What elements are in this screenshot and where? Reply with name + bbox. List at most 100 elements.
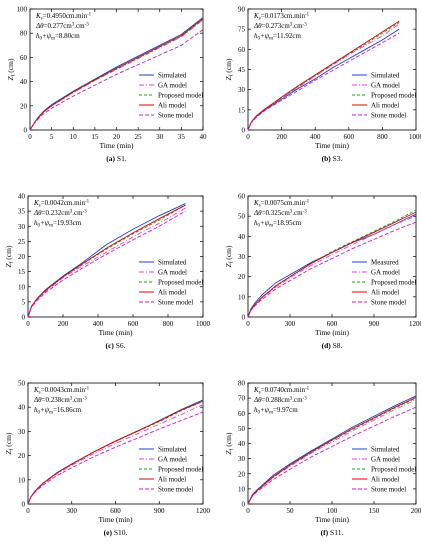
parameter-label: Ks=0.0740cm.min-1 <box>253 386 310 396</box>
series-line-ali-model <box>247 211 417 318</box>
x-tick-label: 0 <box>28 133 32 141</box>
series-line-ali-model <box>247 396 417 505</box>
legend-entry: Proposed model <box>158 279 203 287</box>
y-tick-label: 30 <box>238 86 246 94</box>
x-tick-label: 100 <box>327 507 338 515</box>
x-tick-label: 300 <box>67 507 78 515</box>
legend-entry: Stone model <box>371 486 406 494</box>
legend-entry: Stone model <box>371 112 406 120</box>
legend-entry: GA model <box>158 269 187 277</box>
y-tick-label: 30 <box>18 428 26 436</box>
x-tick-label: 200 <box>276 133 287 141</box>
x-tick-label: 0 <box>246 320 250 328</box>
legend-entry: GA model <box>158 82 187 90</box>
x-tick-label: 600 <box>110 507 121 515</box>
x-tick-label: 25 <box>135 133 143 141</box>
legend-entry: Ali model <box>371 476 399 484</box>
y-tick-label: 100 <box>17 6 28 14</box>
parameter-label: Δθ=0.273cm3.cm-3 <box>253 22 307 30</box>
y-tick-label: 10 <box>238 293 246 301</box>
y-tick-label: 60 <box>238 46 246 54</box>
y-axis-label: Zf (cm) <box>224 245 235 267</box>
x-tick-label: 600 <box>128 320 139 328</box>
caption-text: S10. <box>112 528 128 537</box>
y-tick-label: 80 <box>238 380 246 388</box>
chart-panel-3: 0 200 400 600 800 1000 0 5 10 15 20 25 30 35 40 Time (m… <box>4 193 211 351</box>
y-tick-label: 50 <box>238 425 246 433</box>
legend-entry: Ali model <box>371 102 399 110</box>
legend-entry: Proposed model <box>371 466 416 474</box>
parameter-label: Δθ=0.288cm3.cm-3 <box>253 396 307 404</box>
legend-entry: Ali model <box>158 289 186 297</box>
legend-entry: Simulated <box>158 446 187 454</box>
x-tick-label: 20 <box>113 133 121 141</box>
caption-id: (d) <box>322 341 332 350</box>
parameter-label: Ks=0.0042cm.min-1 <box>33 199 90 209</box>
parameter-label: Ks=0.0173cm.min-1 <box>253 12 310 22</box>
x-tick-label: 150 <box>369 507 380 515</box>
legend-entry: Simulated <box>371 446 400 454</box>
y-tick-label: 45 <box>238 66 246 74</box>
chart-panel-1: 0 5 10 15 20 25 30 35 40 0 20 40 60 80 100 Time (min) Zf… <box>6 6 207 164</box>
chart-panel-4: 0 300 600 900 1200 0 10 20 30 40 50 60 Time (min) Zf … <box>224 193 421 351</box>
panel-caption: (a) S1. <box>106 154 127 163</box>
caption-id: (e) <box>104 528 113 537</box>
x-tick-label: 0 <box>246 507 250 515</box>
series-line-ga-model <box>247 23 400 131</box>
series-line-stone-model <box>27 210 186 318</box>
x-axis-label: Time (min) <box>98 328 133 337</box>
legend-entry: Stone model <box>158 112 193 120</box>
y-tick-label: 90 <box>238 6 246 14</box>
caption-text: S8. <box>331 341 343 350</box>
y-axis-label: Zf (cm) <box>4 432 15 454</box>
legend-entry: Stone model <box>158 299 193 307</box>
series-line-stone-model <box>247 221 417 318</box>
y-tick-label: 30 <box>238 253 246 261</box>
y-tick-label: 20 <box>20 102 28 110</box>
x-tick-label: 1000 <box>196 320 211 328</box>
chart-panel-6: 0 50 100 150 200 0 10 20 30 40 50 60 70 80 Time (min) Z… <box>224 380 421 538</box>
legend-entry: Proposed model <box>371 92 416 100</box>
y-tick-label: 0 <box>242 501 246 509</box>
x-axis-label: Time (min) <box>315 141 350 150</box>
series-line-proposed-model <box>29 19 204 131</box>
legend-entry: Proposed model <box>158 466 203 474</box>
y-tick-label: 75 <box>238 26 246 34</box>
y-tick-label: 20 <box>18 253 26 261</box>
panel-caption: (c) S6. <box>106 341 126 350</box>
legend-entry: Simulated <box>158 72 187 80</box>
y-tick-label: 60 <box>20 54 28 62</box>
y-tick-label: 60 <box>238 193 246 201</box>
x-tick-label: 300 <box>285 320 296 328</box>
y-tick-label: 30 <box>18 223 26 231</box>
y-tick-label: 40 <box>18 404 26 412</box>
y-tick-label: 20 <box>18 452 26 460</box>
caption-text: S1. <box>115 154 127 163</box>
y-axis-label: Zf (cm) <box>224 58 235 80</box>
caption-id: (c) <box>106 341 115 350</box>
x-tick-label: 800 <box>163 320 174 328</box>
x-tick-label: 0 <box>246 133 250 141</box>
series-line-ali-model <box>27 400 204 505</box>
legend-entry: Simulated <box>158 259 187 267</box>
panel-caption: (d) S8. <box>322 341 343 350</box>
y-tick-label: 80 <box>20 30 28 38</box>
parameter-label: h0+ψm=9.97cm <box>254 406 298 416</box>
y-tick-label: 50 <box>18 380 26 388</box>
series-line-ga-model <box>27 207 186 318</box>
caption-text: S6. <box>114 341 126 350</box>
y-tick-label: 20 <box>238 470 246 478</box>
series-line-ali-model <box>247 20 400 131</box>
x-axis-label: Time (min) <box>98 515 133 524</box>
caption-id: (b) <box>322 154 332 163</box>
x-tick-label: 50 <box>287 507 295 515</box>
legend-entry: GA model <box>371 456 400 464</box>
y-tick-label: 0 <box>242 127 246 135</box>
parameter-label: Δθ=0.232cm3.cm-3 <box>33 209 87 217</box>
y-tick-label: 0 <box>22 501 26 509</box>
y-tick-label: 0 <box>24 127 28 135</box>
x-tick-label: 1200 <box>409 320 421 328</box>
parameter-label: Ks=0.0043cm.min-1 <box>33 386 90 396</box>
legend-entry: GA model <box>158 456 187 464</box>
x-tick-label: 1000 <box>409 133 421 141</box>
